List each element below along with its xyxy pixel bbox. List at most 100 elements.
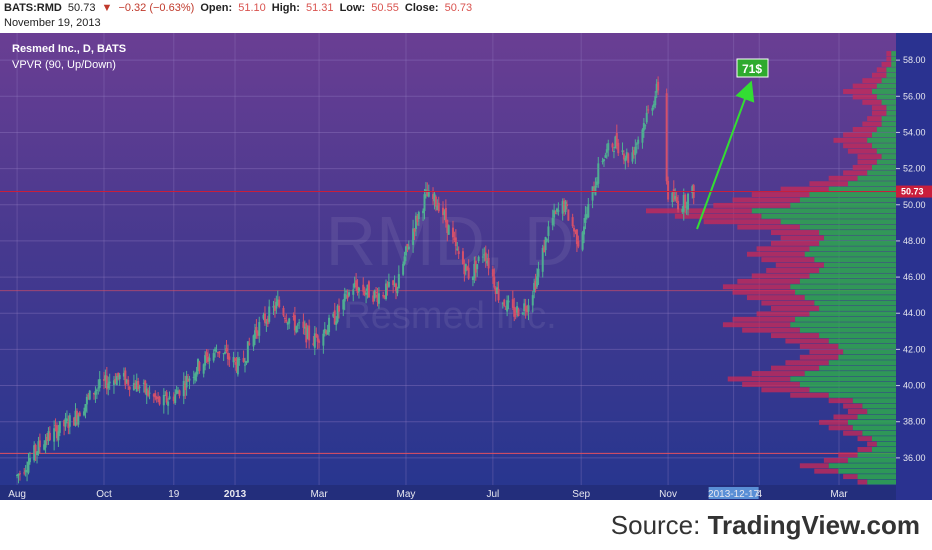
candle-body <box>667 180 670 200</box>
symbol-label[interactable]: BATS:RMD <box>4 2 62 14</box>
candle-body <box>534 280 537 289</box>
candle-body <box>24 470 27 473</box>
volume-bar-up <box>814 257 896 263</box>
candle-body <box>387 281 390 287</box>
candle-body <box>316 335 319 342</box>
candle-body <box>591 186 594 201</box>
high-label: High: <box>271 2 300 14</box>
candle-body <box>355 280 358 288</box>
volume-bar-down <box>799 354 839 360</box>
candle-body <box>134 383 137 389</box>
candle-body <box>293 315 296 331</box>
volume-bar-down <box>852 94 877 100</box>
candle-body <box>302 321 305 328</box>
candle-body <box>365 292 368 295</box>
volume-bar-up <box>838 343 896 349</box>
candle-body <box>426 191 429 197</box>
candle-body <box>423 194 426 211</box>
candle-body <box>46 436 49 441</box>
candle-body <box>292 316 295 318</box>
candle-body <box>64 418 67 427</box>
candle-body <box>395 283 398 292</box>
volume-bar-down <box>722 322 791 328</box>
last-price: 50.73 <box>67 2 96 14</box>
volume-bar-up <box>814 300 896 306</box>
legend-indicator[interactable]: VPVR (90, Up/Down) <box>12 59 116 71</box>
volume-bar-up <box>819 268 896 273</box>
candle-body <box>282 307 285 316</box>
candle-body <box>377 293 380 304</box>
volume-bar-up <box>799 224 896 230</box>
x-tick-label: Nov <box>659 489 677 500</box>
candle-body <box>37 441 40 454</box>
candle-body <box>168 396 171 400</box>
candle-body <box>73 417 76 426</box>
candle-body <box>26 469 29 473</box>
candle-body <box>152 394 155 397</box>
source-prefix: Source: <box>610 510 708 540</box>
candle-body <box>204 355 207 366</box>
x-tick-label: May <box>397 489 416 500</box>
candle-body <box>194 373 197 381</box>
candle-body <box>145 388 148 396</box>
candle-body <box>436 205 439 211</box>
candle-body <box>107 383 110 389</box>
candle-body <box>621 150 624 153</box>
candle-body <box>523 303 526 312</box>
volume-bar-down <box>732 197 800 203</box>
candle-body <box>175 390 178 394</box>
target-arrow[interactable] <box>696 80 755 230</box>
price-chart[interactable]: RMD, D Resmed Inc. Aug Oct 19 2013 Mar May Jul… <box>0 33 932 500</box>
candle-body <box>657 81 660 91</box>
volume-bar-down <box>862 121 882 127</box>
volume-bar-up <box>871 89 896 94</box>
candle-body <box>684 194 687 209</box>
candle-body <box>228 356 231 360</box>
candle-body <box>427 190 430 197</box>
candle-body <box>622 153 625 160</box>
volume-bar-down <box>857 159 877 165</box>
volume-bar-down <box>790 392 829 398</box>
candle-body <box>138 386 141 388</box>
candle-body <box>687 193 690 210</box>
volume-bar-up <box>886 72 896 78</box>
volume-bar-up <box>871 143 896 149</box>
candle-body <box>222 353 225 355</box>
candle-body <box>188 378 191 381</box>
candle-body <box>385 283 388 300</box>
candle-body <box>303 327 306 329</box>
candle-body <box>212 353 215 361</box>
candle-body <box>333 310 336 325</box>
candle-body <box>581 232 584 250</box>
candle-body <box>645 112 648 123</box>
volume-bar-up <box>799 197 896 203</box>
volume-bar-up <box>857 474 896 480</box>
candle-body <box>481 256 484 258</box>
target-box[interactable] <box>736 58 769 78</box>
source-brand[interactable]: TradingView.com <box>707 510 920 540</box>
candle-body <box>416 216 419 222</box>
volume-bar-up <box>871 164 896 170</box>
candle-body <box>325 330 328 334</box>
candle-body <box>85 396 88 405</box>
volume-bar-down <box>852 127 877 132</box>
candle-body <box>457 251 460 255</box>
candle-body <box>593 188 596 193</box>
volume-bar-down <box>766 268 820 273</box>
candle-body <box>322 333 325 346</box>
volume-profile <box>646 51 896 485</box>
volume-bar-down <box>751 273 810 279</box>
candle-body <box>551 218 554 226</box>
annotation: 71$ <box>696 58 769 230</box>
legend-title[interactable]: Resmed Inc., D, BATS <box>12 43 126 55</box>
close-value: 50.73 <box>444 2 473 14</box>
candle-body <box>84 404 87 412</box>
candle-body <box>367 281 370 298</box>
volume-bar-down <box>751 192 810 198</box>
volume-bar-down <box>838 452 858 458</box>
candle-body <box>336 305 339 322</box>
volume-bar-up <box>852 398 896 404</box>
candle-body <box>255 327 258 333</box>
candle-body <box>376 294 379 302</box>
